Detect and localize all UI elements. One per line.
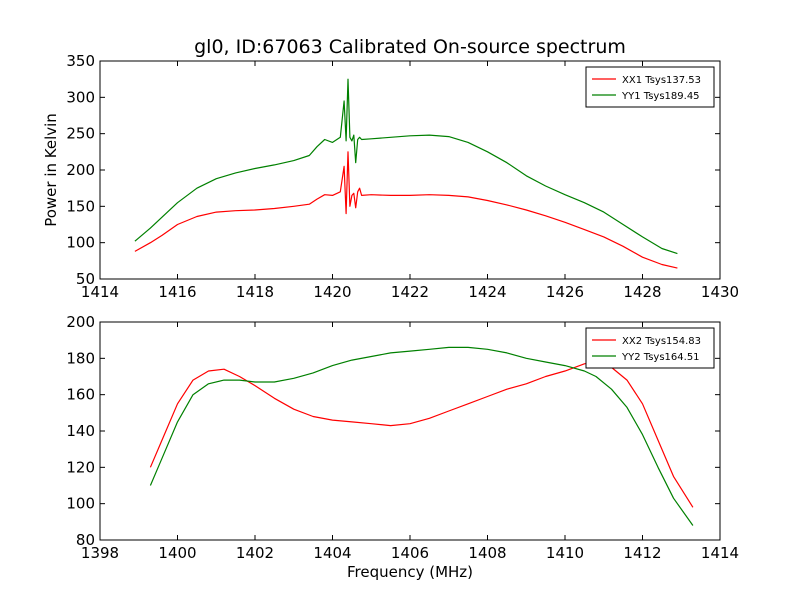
chart-2-x-tick-label: 1412 xyxy=(623,544,661,562)
chart-1-x-tick-label: 1426 xyxy=(546,283,584,301)
chart-2-x-tick-label: 1406 xyxy=(391,544,429,562)
chart-2-x-axis-label: Frequency (MHz) xyxy=(347,563,473,581)
chart-2-x-tick-label: 1400 xyxy=(158,544,196,562)
chart-2-x-tick-label: 1408 xyxy=(468,544,506,562)
chart-2-legend-label-2: YY2 Tsys164.51 xyxy=(621,352,700,363)
chart-1-y-tick-label: 300 xyxy=(66,88,95,106)
chart-2-y-tick-label: 180 xyxy=(66,349,95,367)
chart-1-x-tick-label: 1418 xyxy=(236,283,274,301)
chart-1-legend-label-1: XX1 Tsys137.53 xyxy=(622,75,701,86)
chart-2-y-tick-label: 160 xyxy=(66,386,95,404)
chart-1-series-2-line xyxy=(134,78,678,255)
chart-1-legend: XX1 Tsys137.53 YY1 Tsys189.45 xyxy=(585,66,715,108)
chart-1-y-tick-label: 150 xyxy=(66,197,95,215)
chart-2-y-tick-label: 100 xyxy=(66,495,95,513)
chart-2-legend-label-1: XX2 Tsys154.83 xyxy=(622,336,701,347)
chart-1-legend-box xyxy=(585,66,715,108)
chart-1-x-tick-label: 1416 xyxy=(158,283,196,301)
chart-2-y-tick-label: 120 xyxy=(66,458,95,476)
chart-2-y-tick-label: 200 xyxy=(66,313,95,331)
chart-2-x-tick-label: 1410 xyxy=(546,544,584,562)
chart-1-x-tick-label: 1422 xyxy=(391,283,429,301)
chart-2-x-tick-label: 1414 xyxy=(701,544,739,562)
plots: 1414 1416 1418 1420 1422 1424 1426 1428 1430 50 10… xyxy=(42,52,739,581)
chart-1-y-axis-label: Power in Kelvin xyxy=(42,113,60,227)
chart-2-y-tick-label: 80 xyxy=(76,531,95,549)
chart-1-y-tick-label: 350 xyxy=(66,52,95,70)
chart-1-y-tick-label: 200 xyxy=(66,161,95,179)
chart-1-x-tick-label: 1414 xyxy=(81,283,119,301)
chart-2-x-tick-label: 1398 xyxy=(81,544,119,562)
chart-2-y-tick-label: 140 xyxy=(66,422,95,440)
chart-2-series-2-line xyxy=(149,346,694,526)
chart-2-legend: XX2 Tsys154.83 YY2 Tsys164.51 xyxy=(585,327,715,369)
chart-1-x-tick-label: 1424 xyxy=(468,283,506,301)
chart-1-y-tick-label: 250 xyxy=(66,125,95,143)
chart-2-x-tick-label: 1404 xyxy=(313,544,351,562)
chart-1-x-tick-label: 1420 xyxy=(313,283,351,301)
chart-1-y-tick-label: 50 xyxy=(76,270,95,288)
chart-1-x-tick-label: 1430 xyxy=(701,283,739,301)
figure-title: gl0, ID:67063 Calibrated On-source spect… xyxy=(194,36,626,58)
chart-1-legend-label-2: YY1 Tsys189.45 xyxy=(621,91,700,102)
chart-2-x-tick-label: 1402 xyxy=(236,544,274,562)
chart-1-x-tick-label: 1428 xyxy=(623,283,661,301)
chart-1-series-1-line xyxy=(134,151,678,269)
chart-1-y-tick-label: 100 xyxy=(66,234,95,252)
chart-2: 1398 1400 1402 1404 1406 1408 1410 1412 1414 80 10… xyxy=(66,313,739,581)
chart-1: 1414 1416 1418 1420 1422 1424 1426 1428 1430 50 10… xyxy=(42,52,739,301)
chart-2-legend-box xyxy=(585,327,715,369)
